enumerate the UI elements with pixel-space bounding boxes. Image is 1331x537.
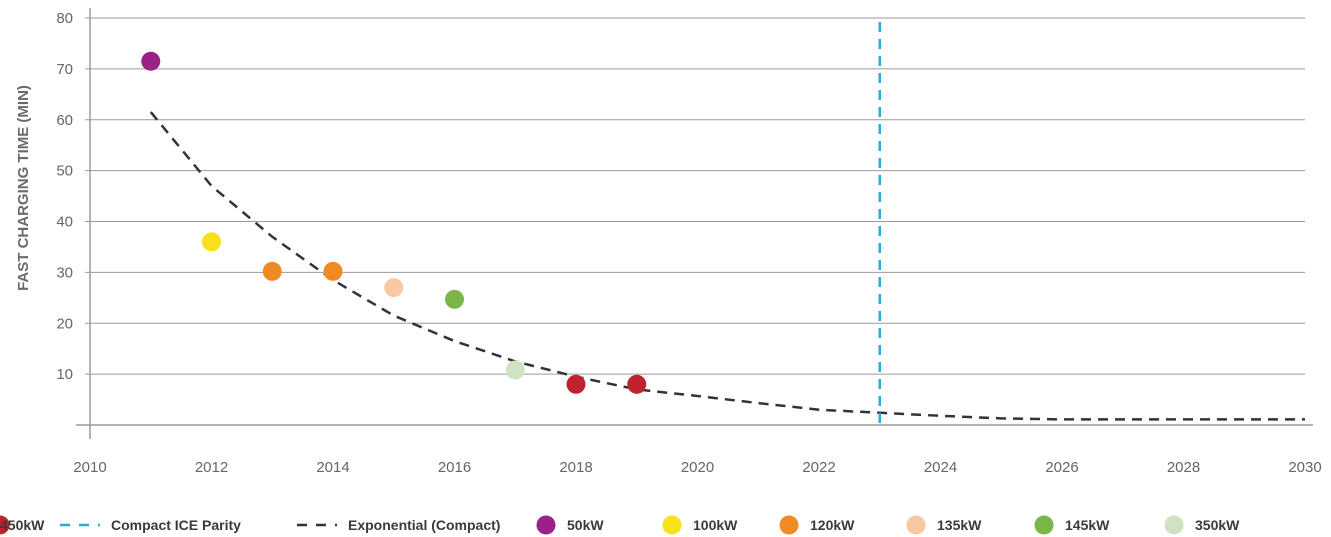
y-tick-label: 40 (56, 214, 73, 231)
legend-swatch (536, 515, 556, 535)
data-point-450kw (627, 374, 647, 394)
legend-swatch (1034, 515, 1054, 535)
data-point-450kw (566, 374, 586, 394)
x-tick-label: 2012 (195, 459, 228, 476)
data-point-135kw (384, 278, 404, 298)
y-tick-label: 30 (56, 264, 73, 281)
gridlines (90, 17, 1305, 375)
legend-label: Compact ICE Parity (111, 517, 241, 533)
x-tick-label: 2016 (438, 459, 471, 476)
x-tick-label: 2020 (681, 459, 714, 476)
legend-label: 450kW (0, 517, 45, 533)
y-tick-label: 20 (56, 315, 73, 332)
legend-label: 350kW (1195, 517, 1240, 533)
data-point-120kw (323, 261, 343, 281)
y-tick-labels: 10 20 30 40 50 60 70 80 (56, 10, 73, 383)
legend-label: 135kW (937, 517, 982, 533)
legend-swatch (0, 515, 10, 535)
legend-label: 145kW (1065, 517, 1110, 533)
x-tick-label: 2024 (924, 459, 957, 476)
legend-swatch (662, 515, 682, 535)
x-tick-label: 2014 (316, 459, 349, 476)
x-tick-label: 2018 (559, 459, 592, 476)
x-tick-label: 2030 (1288, 459, 1321, 476)
axes (76, 8, 1313, 439)
x-tick-label: 2010 (73, 459, 106, 476)
legend: Compact ICE Parity Exponential (Compact) 5… (0, 515, 1240, 535)
data-point-145kw (445, 289, 464, 309)
series-lines (149, 22, 1305, 425)
legend-label: 120kW (810, 517, 855, 533)
data-point-50kw (141, 51, 161, 71)
data-points (141, 51, 647, 394)
legend-swatch (779, 515, 799, 535)
legend-label: 50kW (567, 517, 604, 533)
x-tick-label: 2028 (1167, 459, 1200, 476)
legend-label: 100kW (693, 517, 738, 533)
y-tick-label: 60 (56, 112, 73, 129)
y-tick-label: 70 (56, 61, 73, 78)
y-tick-label: 80 (56, 10, 73, 27)
data-point-120kw (262, 261, 282, 281)
y-tick-label: 10 (56, 366, 73, 383)
data-point-100kw (202, 232, 221, 252)
legend-swatch (906, 515, 926, 535)
data-point-350kw (505, 360, 525, 380)
x-tick-label: 2022 (802, 459, 835, 476)
y-axis-label: FAST CHARGING TIME (MIN) (15, 85, 32, 291)
exponential-trend-line (149, 111, 1305, 421)
legend-label: Exponential (Compact) (348, 517, 500, 533)
legend-swatch (1164, 515, 1184, 535)
x-tick-labels: 2010 2012 2014 2016 2018 2020 2022 2024 2026 2028… (73, 459, 1321, 476)
y-tick-label: 50 (56, 163, 73, 180)
x-tick-label: 2026 (1045, 459, 1078, 476)
